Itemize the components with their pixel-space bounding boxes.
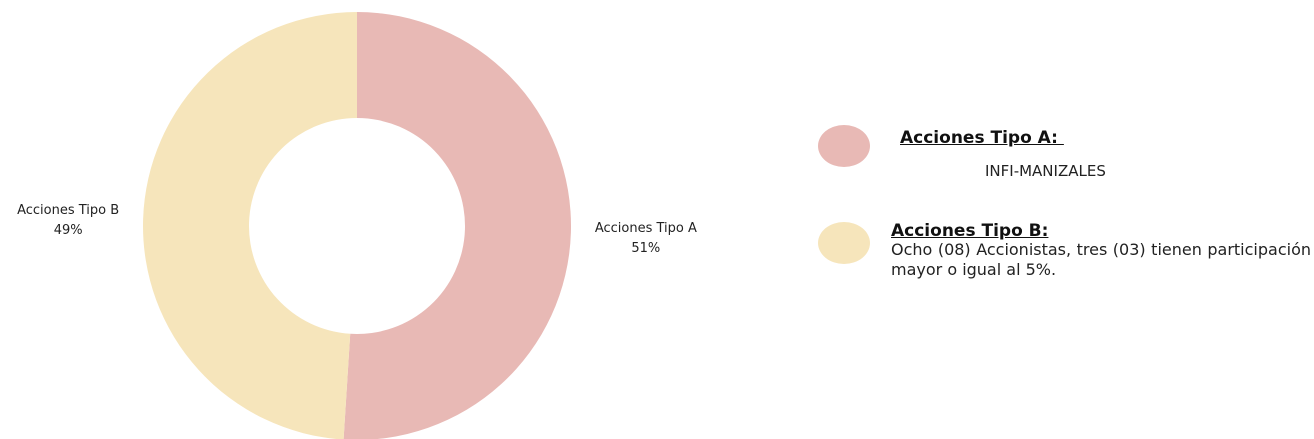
donut-slice-b (142, 12, 357, 439)
slice-label-a: Acciones Tipo A 51% (595, 221, 697, 256)
slice-label-b: Acciones Tipo B 49% (17, 203, 119, 238)
donut-slice-a (343, 12, 571, 439)
legend-description-b: Ocho (08) Accionistas, tres (03) tienen … (891, 240, 1311, 279)
legend-swatch-b (818, 222, 870, 264)
legend-title-b: Acciones Tipo B: (891, 221, 1049, 241)
legend-description-a: INFI-MANIZALES (985, 162, 1106, 180)
legend-title-a: Acciones Tipo A: (900, 128, 1064, 148)
legend-swatch-a (818, 125, 870, 167)
